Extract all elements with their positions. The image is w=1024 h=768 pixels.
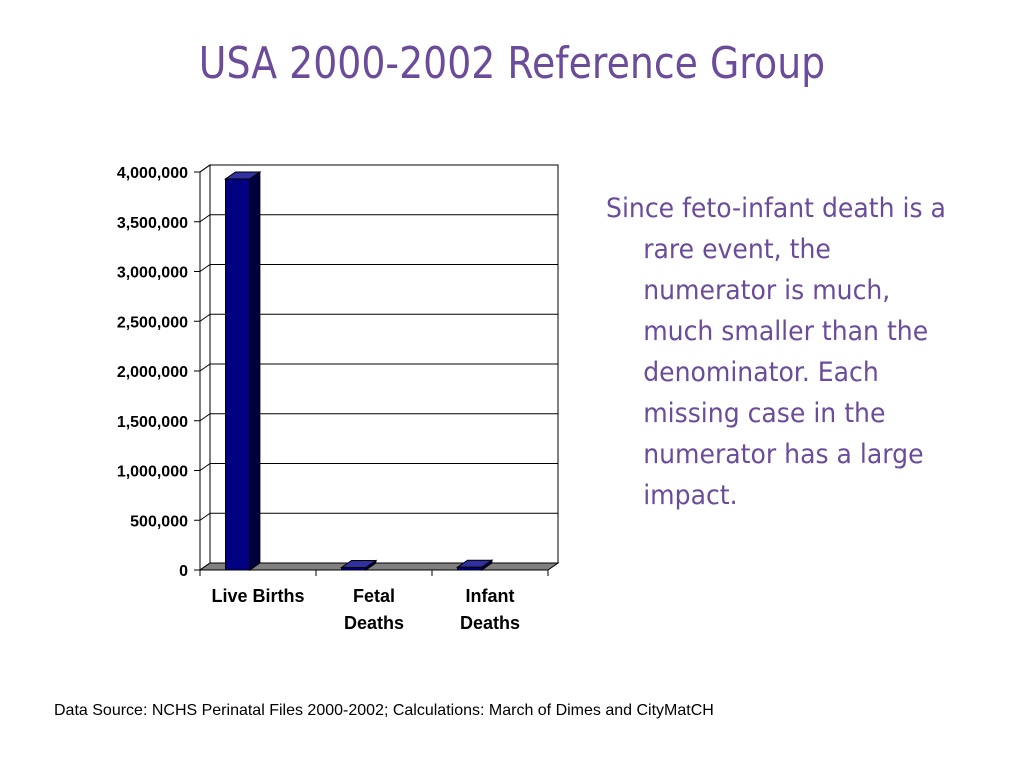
gridline-depth [199,264,211,272]
gridline-depth [199,214,211,223]
axis-layer [194,171,549,576]
y-tick-label: 2,500,000 [117,314,188,331]
y-tick-label: 1,500,000 [117,414,188,431]
bar-front-face [225,178,251,571]
grid-layer [198,164,560,571]
bar-front-face [457,566,483,571]
bar-layer [223,171,494,571]
x-category-label: Deaths [344,613,404,633]
bar-side-face [249,171,261,571]
gridline-depth [199,512,211,521]
slide-title: USA 2000-2002 Reference Group [198,38,826,89]
gridline-depth [199,463,211,471]
bar [223,171,262,571]
gridline-depth [199,313,211,322]
gridline-depth [199,164,211,173]
y-tick-label: 0 [179,563,188,580]
y-tick-label: 3,500,000 [117,215,188,232]
explanation-paragraph: Since feto-infant death is a rare event,… [606,193,946,511]
y-tick-label: 4,000,000 [117,165,188,182]
label-layer: 0 500,000 1,000,000 1,500,000 2,000,000 2,500… [117,165,520,633]
x-category-label: Fetal [353,586,395,606]
gridline-depth [199,413,211,422]
bar [455,559,494,571]
y-tick-label: 2,000,000 [117,364,188,381]
x-category-label: Infant [466,586,515,606]
data-source-note: Data Source: NCHS Perinatal Files 2000-2… [54,702,714,719]
bar [339,559,378,571]
y-tick-label: 1,000,000 [117,464,188,481]
y-tick-label: 3,000,000 [117,265,188,282]
gridline-depth [199,363,211,372]
explanation-text: Since feto-infant death is a rare event,… [606,188,976,516]
x-category-label: Deaths [460,613,520,633]
bar-front-face [341,567,367,571]
bar-chart: 0 500,000 1,000,000 1,500,000 2,000,000 2,500… [117,164,560,633]
y-tick-label: 500,000 [130,513,188,530]
x-category-label: Live Births [211,586,304,606]
